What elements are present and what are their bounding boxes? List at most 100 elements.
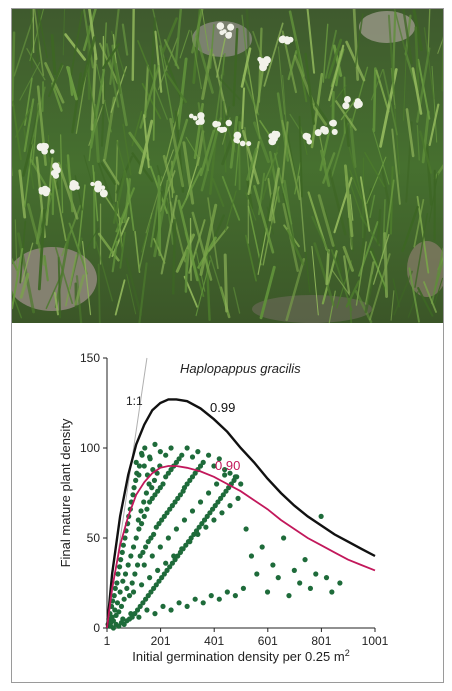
- data-point: [140, 549, 146, 555]
- curve-label-0-90: 0.90: [215, 458, 240, 473]
- data-point: [136, 472, 142, 478]
- data-point: [113, 612, 119, 618]
- data-point: [130, 589, 137, 595]
- data-point: [156, 521, 162, 527]
- data-point: [175, 495, 181, 501]
- data-point: [183, 542, 189, 548]
- data-point: [189, 474, 196, 480]
- data-point: [197, 499, 204, 505]
- data-point: [141, 513, 147, 519]
- figure-frame: 1 201 401 601 801 1001 0 50 100 150 Initial germin…: [11, 8, 444, 683]
- data-point: [164, 567, 170, 573]
- data-point: [121, 596, 127, 602]
- data-point: [215, 499, 221, 505]
- data-point: [323, 575, 330, 581]
- data-point: [195, 531, 201, 537]
- data-point: [131, 485, 137, 491]
- data-point: [132, 571, 138, 577]
- data-point: [160, 481, 166, 487]
- scatter-chart: 1 201 401 601 801 1001 0 50 100 150 Initial germin…: [58, 351, 389, 664]
- data-point: [148, 589, 154, 595]
- data-point: [115, 571, 121, 577]
- data-point: [134, 562, 141, 568]
- curve-label-0-99: 0.99: [210, 400, 235, 415]
- data-point: [122, 571, 129, 577]
- data-point: [120, 616, 126, 622]
- y-tick-label: 50: [87, 531, 101, 545]
- data-point: [126, 593, 133, 599]
- data-point: [197, 463, 204, 469]
- data-point: [147, 575, 153, 581]
- data-point: [337, 580, 343, 586]
- data-point: [142, 544, 149, 550]
- data-point: [173, 526, 180, 532]
- data-point: [167, 564, 173, 570]
- data-point: [201, 517, 208, 523]
- data-point: [155, 488, 161, 494]
- data-point: [130, 544, 137, 550]
- chart-area: 1 201 401 601 801 1001 0 50 100 150 Initial germin…: [12, 323, 443, 682]
- data-point: [214, 481, 220, 487]
- data-point: [165, 535, 171, 541]
- data-point: [160, 603, 166, 609]
- data-point: [227, 503, 233, 509]
- data-point: [192, 470, 198, 476]
- data-point: [138, 450, 145, 456]
- data-point: [179, 546, 185, 552]
- data-point: [254, 571, 260, 577]
- data-point: [176, 456, 182, 462]
- data-point: [238, 481, 244, 487]
- x-tick-label: 801: [311, 634, 331, 648]
- data-point: [163, 560, 169, 566]
- data-point: [169, 503, 175, 509]
- data-point: [203, 524, 209, 530]
- data-point: [184, 445, 190, 451]
- data-point: [259, 544, 265, 550]
- data-point: [307, 585, 314, 591]
- data-point: [112, 607, 118, 613]
- photo-illustration: [12, 9, 443, 323]
- data-point: [121, 621, 127, 627]
- data-point: [223, 488, 229, 494]
- data-point: [133, 477, 139, 483]
- data-point: [291, 567, 297, 573]
- data-point: [181, 485, 188, 491]
- data-point: [240, 585, 247, 591]
- data-point: [219, 510, 225, 516]
- data-point: [207, 510, 213, 516]
- data-point: [220, 492, 226, 498]
- data-point: [125, 562, 131, 568]
- data-point: [184, 481, 190, 487]
- data-point: [175, 553, 181, 559]
- x-tick-label: 201: [151, 634, 171, 648]
- data-point: [191, 531, 197, 537]
- y-axis-label: Final mature plant density: [58, 418, 73, 567]
- data-point: [119, 549, 125, 555]
- data-point: [136, 526, 142, 532]
- data-point: [243, 526, 249, 532]
- data-point: [248, 553, 255, 559]
- data-point: [114, 580, 120, 586]
- data-point: [165, 470, 171, 476]
- data-point: [136, 463, 143, 469]
- data-point: [211, 463, 217, 469]
- data-point: [138, 521, 145, 527]
- x-tick-label: 1: [104, 634, 111, 648]
- data-point: [135, 517, 141, 523]
- data-point: [136, 614, 142, 620]
- data-point: [149, 485, 155, 491]
- data-point: [200, 600, 206, 606]
- data-point: [205, 452, 212, 458]
- data-point: [138, 508, 144, 514]
- data-point: [184, 603, 190, 609]
- data-point: [124, 585, 130, 591]
- plant-photo: [12, 9, 443, 323]
- data-point: [152, 492, 158, 498]
- data-point: [172, 499, 178, 505]
- data-point: [167, 506, 173, 512]
- data-point: [151, 585, 157, 591]
- data-point: [275, 575, 281, 581]
- data-point: [114, 600, 121, 606]
- data-point: [144, 506, 150, 512]
- data-point: [235, 495, 241, 501]
